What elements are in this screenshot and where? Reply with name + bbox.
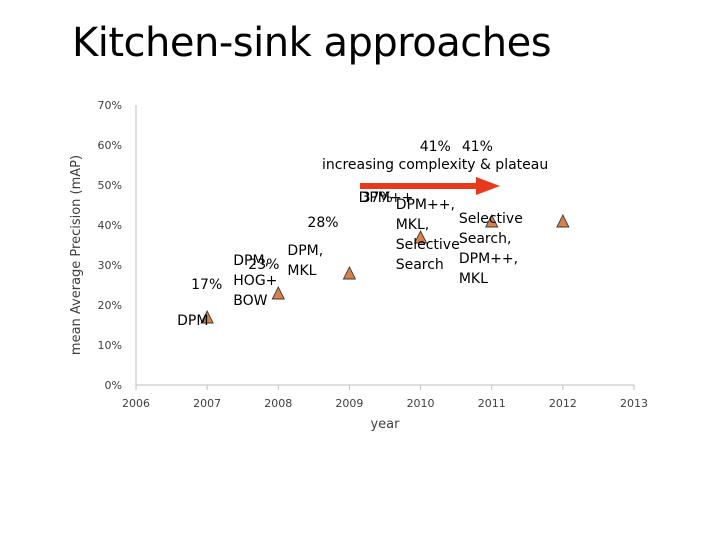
x-axis-title: year [370,417,400,432]
method-label-line: Selective [459,211,523,227]
method-label-line: Selective [396,237,460,253]
x-tick-label: 2011 [478,397,506,410]
data-value-label: 41% [462,139,493,155]
x-tick-label: 2010 [407,397,435,410]
method-label-line: MKL, [396,217,430,233]
method-label-line: Search [396,257,444,273]
method-label-line: DPM [177,313,208,329]
method-label-line: DPM++, [459,251,518,267]
x-tick-label: 2012 [549,397,577,410]
method-label-line: BOW [233,293,267,309]
method-label-line: Search, [459,231,512,247]
method-label-line: DPM++, [396,197,455,213]
method-label-line: DPM, [233,253,269,269]
method-label-line: HOG+ [233,273,277,289]
y-tick-label: 70% [98,99,122,112]
method-label: DPM++ [359,190,414,206]
method-label: Selective Search, DPM++, MKL [459,211,523,287]
method-label-line: MKL [287,263,316,279]
method-label: DPM, MKL [287,243,323,279]
y-tick-label: 30% [98,259,122,272]
data-point-marker [342,265,357,280]
method-label-line: DPM, [287,243,323,259]
method-label-line: DPM++ [359,190,414,206]
x-tick-label: 2008 [264,397,292,410]
y-axis-title: mean Average Precision (mAP) [69,155,84,355]
data-point-marker [200,309,214,324]
x-tick-label: 2009 [335,397,363,410]
data-value-label: 28% [307,215,338,231]
annotation-arrow-shaft [360,183,480,189]
x-tick-label: 2006 [122,397,150,410]
y-tick-label: 50% [98,179,122,192]
y-tick-label: 10% [98,339,122,352]
method-label-line: MKL [459,271,488,287]
y-tick-label: 0% [105,379,122,392]
data-value-label: 41% [420,139,451,155]
method-label: DPM++, MKL, Selective Search [396,197,460,273]
method-label: DPM [177,313,208,329]
data-value-label: 23% [248,257,279,273]
data-value-label: 17% [191,277,222,293]
x-tick-label: 2007 [193,397,221,410]
annotation-arrow-head [476,177,500,195]
annotation-text: increasing complexity & plateau [322,157,548,173]
data-point-marker [484,213,499,228]
y-tick-label: 60% [98,139,122,152]
data-point-marker [556,213,570,228]
y-tick-label: 40% [98,219,122,232]
slide-title: Kitchen-sink approaches [72,20,552,66]
data-point-marker [271,285,286,300]
data-point-marker [413,229,428,244]
method-label: DPM, HOG+ BOW [233,253,277,309]
data-value-label: 37% [362,190,393,206]
x-tick-label: 2013 [620,397,648,410]
y-tick-label: 20% [98,299,122,312]
